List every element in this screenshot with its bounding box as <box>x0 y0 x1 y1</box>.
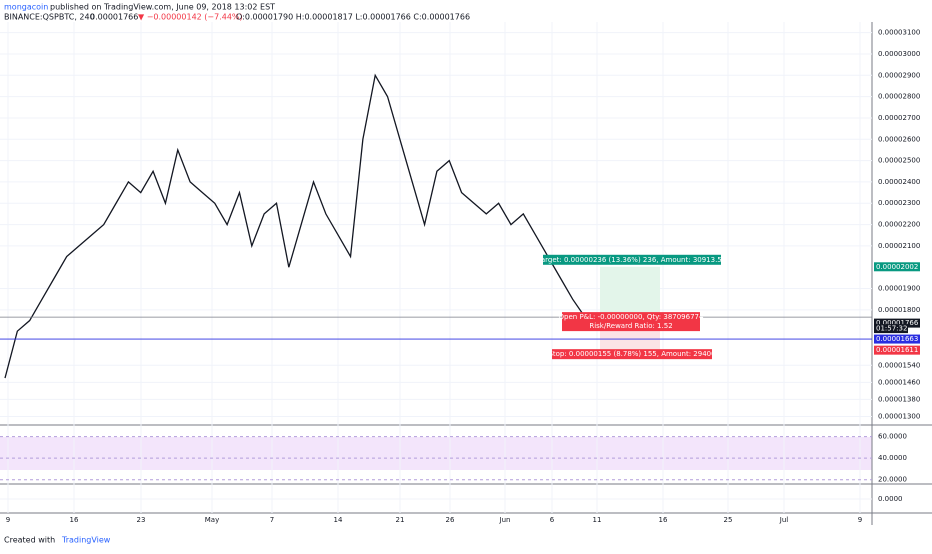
pnl-bg <box>562 312 700 332</box>
price-tag <box>874 262 920 272</box>
target-label: Target: 0.00000236 (13.36%) 236, Amount:… <box>537 256 726 264</box>
y-tick-label: 0.00002500 <box>878 157 920 165</box>
symbol: BINANCE:QSPBTC, 240 <box>4 13 95 22</box>
x-tick-label: 14 <box>334 516 343 524</box>
price-tag-label: 0.00002002 <box>876 263 918 271</box>
y-tick-label: 0.00003000 <box>878 50 920 58</box>
price-line <box>4 73 586 379</box>
x-tick-label: Jun <box>499 516 511 524</box>
y-tick-label: 0.00002300 <box>878 199 920 207</box>
y-tick-label: 0.00001380 <box>878 395 920 403</box>
x-tick-label: 23 <box>137 516 146 524</box>
x-tick-label: 9 <box>858 516 862 524</box>
ohlc: O:0.00001790 H:0.00001817 L:0.00001766 C… <box>236 13 470 22</box>
y-tick-label: 0.00003100 <box>878 29 920 37</box>
rsi-band <box>0 437 872 470</box>
countdown-bg <box>874 324 908 334</box>
target-zone <box>600 266 660 318</box>
y-tick-label: 0.00002900 <box>878 71 920 79</box>
rsi-tick-label: 40.0000 <box>878 454 907 462</box>
y-tick-label: 0.00002200 <box>878 221 920 229</box>
ratio-label: Risk/Reward Ratio: 1.52 <box>589 322 672 330</box>
y-tick-label: 0.00002700 <box>878 114 920 122</box>
footer-created: Created with <box>4 536 55 545</box>
y-tick-label: 0.00001540 <box>878 361 920 369</box>
x-tick-label: 21 <box>396 516 405 524</box>
stop-label: Stop: 0.00000155 (8.78%) 155, Amount: 29… <box>548 350 715 358</box>
target-label-bg <box>543 254 721 265</box>
y-tick-label: 0.00001800 <box>878 306 920 314</box>
y-tick-label: 0.00001460 <box>878 378 920 386</box>
last: 0.00001766 <box>90 13 138 22</box>
x-tick-label: 26 <box>446 516 455 524</box>
rsi-tick-label: 60.0000 <box>878 433 907 441</box>
pnl-label: Open P&L: -0.00000000, Qty: 387096774 <box>559 313 704 321</box>
x-tick-label: 11 <box>593 516 602 524</box>
price-tag-label: 0.00001766 <box>876 319 919 327</box>
countdown: 01:57:32 <box>876 325 907 333</box>
x-tick-label: 16 <box>659 516 668 524</box>
y-tick-label: 0.00002800 <box>878 93 920 101</box>
x-tick-label: Jul <box>779 516 789 524</box>
rsi-tick-label: 20.0000 <box>878 476 907 484</box>
price-tag <box>874 318 920 328</box>
x-tick-label: 25 <box>724 516 733 524</box>
stop-label-bg <box>552 349 712 360</box>
price-tag-label: 0.00001663 <box>876 335 918 343</box>
change: ▼ −0.00000142 (−7.44%) <box>138 13 243 22</box>
footer-brand[interactable]: TradingView <box>61 536 111 545</box>
price-tag <box>874 334 920 344</box>
price-tag-label: 0.00001611 <box>876 346 918 354</box>
grid <box>0 22 872 513</box>
x-tick-label: May <box>205 516 219 524</box>
x-tick-label: 6 <box>550 516 555 524</box>
x-tick-label: 9 <box>6 516 10 524</box>
lower-tick-label: 0.0000 <box>878 495 903 503</box>
price-tag <box>874 345 920 355</box>
y-tick-label: 0.00001900 <box>878 285 920 293</box>
author[interactable]: mongacoin <box>4 3 48 12</box>
y-tick-label: 0.00002600 <box>878 135 920 143</box>
y-tick-label: 0.00002400 <box>878 178 920 186</box>
y-tick-label: 0.00002100 <box>878 242 920 250</box>
published: published on TradingView.com, June 09, 2… <box>50 3 275 12</box>
y-tick-label: 0.00001300 <box>878 412 920 420</box>
x-tick-label: 16 <box>70 516 79 524</box>
x-tick-label: 7 <box>270 516 274 524</box>
